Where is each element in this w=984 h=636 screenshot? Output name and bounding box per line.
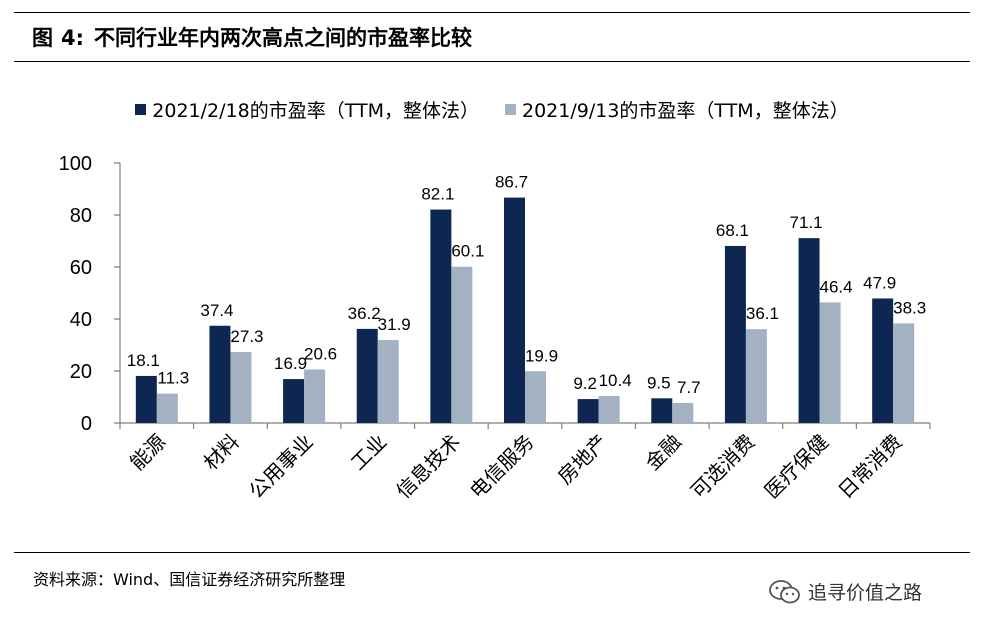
x-category-label: 可选消费 <box>686 430 760 504</box>
bar-series-2 <box>672 402 694 423</box>
data-label-series-1: 36.2 <box>348 304 381 323</box>
bar-series-1 <box>651 398 673 423</box>
x-category-label: 电信服务 <box>465 430 539 504</box>
y-tick-label: 20 <box>70 361 92 383</box>
wechat-icon <box>769 579 800 603</box>
data-label-series-2: 10.4 <box>599 371 632 390</box>
data-label-series-2: 36.1 <box>746 304 779 323</box>
bar-series-2 <box>451 266 473 423</box>
bar-chart: 0 20 40 60 80 100 18.111.3 能源 37.4 27.3 材料 16.920.6… <box>59 153 931 504</box>
bar-series-1 <box>283 379 305 423</box>
data-label-series-1: 9.2 <box>573 374 597 393</box>
legend-label-series-1: 2021/2/18的市盈率（TTM，整体法） <box>152 100 479 122</box>
bar-series-2 <box>525 371 546 423</box>
data-label-series-2: 7.7 <box>677 378 701 397</box>
bar-series-1 <box>724 245 746 423</box>
data-label-series-2: 19.9 <box>525 346 558 365</box>
bar-series-1 <box>356 328 378 423</box>
bar-series-1 <box>430 209 452 423</box>
data-label-series-2: 27.3 <box>230 327 263 346</box>
bar-series-2 <box>893 323 915 423</box>
y-tick-label: 40 <box>70 309 92 331</box>
data-label-series-1: 9.5 <box>647 373 671 392</box>
x-category-label: 材料 <box>199 430 244 475</box>
data-label-series-1: 82.1 <box>421 185 454 204</box>
top-rule <box>14 12 970 13</box>
data-label-series-1: 47.9 <box>863 273 896 292</box>
data-label-series-1: 68.1 <box>716 221 749 240</box>
legend-item-series-2: 2021/9/13的市盈率（TTM，整体法） <box>505 96 849 123</box>
bar-series-2 <box>230 352 252 423</box>
data-label-series-2: 11.3 <box>157 369 189 388</box>
bar-series-1 <box>872 298 894 423</box>
x-category-label: 房地产 <box>553 430 612 489</box>
y-tick-label: 80 <box>70 205 92 227</box>
x-category-label: 信息技术 <box>391 430 465 504</box>
y-tick-label: 0 <box>81 413 92 435</box>
watermark: 追寻价值之路 <box>768 578 922 605</box>
bar-series-2 <box>156 393 178 423</box>
x-category-label: 公用事业 <box>244 430 318 504</box>
data-label-series-2: 46.4 <box>819 277 852 296</box>
x-category-label: 医疗保健 <box>760 430 834 504</box>
title-rule <box>14 61 970 62</box>
source-note: 资料来源：Wind、国信证券经济研究所整理 <box>33 570 346 589</box>
watermark-text: 追寻价值之路 <box>808 582 923 604</box>
data-label-series-1: 16.9 <box>274 354 307 373</box>
bar-series-1 <box>209 325 231 423</box>
y-tick-label: 60 <box>70 257 92 279</box>
data-label-series-1: 71.1 <box>789 213 822 232</box>
source-rule <box>14 552 970 553</box>
bar-series-1 <box>504 197 525 423</box>
legend-item-series-1: 2021/2/18的市盈率（TTM，整体法） <box>135 96 479 123</box>
bar-series-2 <box>377 340 399 423</box>
bar-series-2 <box>598 395 620 423</box>
x-category-label: 日常消费 <box>833 430 907 504</box>
legend-swatch-series-2 <box>505 104 516 115</box>
legend-swatch-series-1 <box>135 104 147 115</box>
x-category-label: 工业 <box>346 430 391 475</box>
bar-series-1 <box>798 238 820 423</box>
x-category-label: 金融 <box>641 430 686 475</box>
x-category-label: 能源 <box>125 430 170 475</box>
bar-series-1 <box>135 375 157 423</box>
data-label-series-2: 31.9 <box>378 315 411 334</box>
data-label-series-2: 38.3 <box>893 298 926 317</box>
data-label-series-1: 86.7 <box>495 173 528 192</box>
data-label-series-2: 60.1 <box>451 242 484 261</box>
figure-title-text: 不同行业年内两次高点之间的市盈率比较 <box>94 26 473 50</box>
legend-label-series-2: 2021/9/13的市盈率（TTM，整体法） <box>522 100 849 122</box>
data-label-series-1: 37.4 <box>200 301 233 320</box>
figure-number: 4: <box>61 26 85 50</box>
data-label-series-1: 18.1 <box>127 351 160 370</box>
figure-label: 图 <box>32 26 53 50</box>
figure-title: 图 4: 不同行业年内两次高点之间的市盈率比较 <box>32 22 472 52</box>
y-tick-label: 100 <box>59 153 92 175</box>
bar-series-1 <box>577 399 599 423</box>
bar-series-2 <box>304 369 326 423</box>
chart-legend: 2021/2/18的市盈率（TTM，整体法） 2021/9/13的市盈率（TTM… <box>0 96 984 123</box>
bar-series-2 <box>819 302 841 423</box>
bar-series-2 <box>745 329 767 423</box>
data-label-series-2: 20.6 <box>304 344 337 363</box>
